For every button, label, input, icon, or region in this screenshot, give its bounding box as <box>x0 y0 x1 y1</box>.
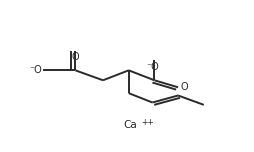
Text: O: O <box>179 82 187 92</box>
Text: ++: ++ <box>141 118 154 127</box>
Text: ⁻O: ⁻O <box>146 62 158 72</box>
Text: ⁻O: ⁻O <box>29 65 42 75</box>
Text: O: O <box>71 52 79 62</box>
Text: Ca: Ca <box>123 120 137 130</box>
